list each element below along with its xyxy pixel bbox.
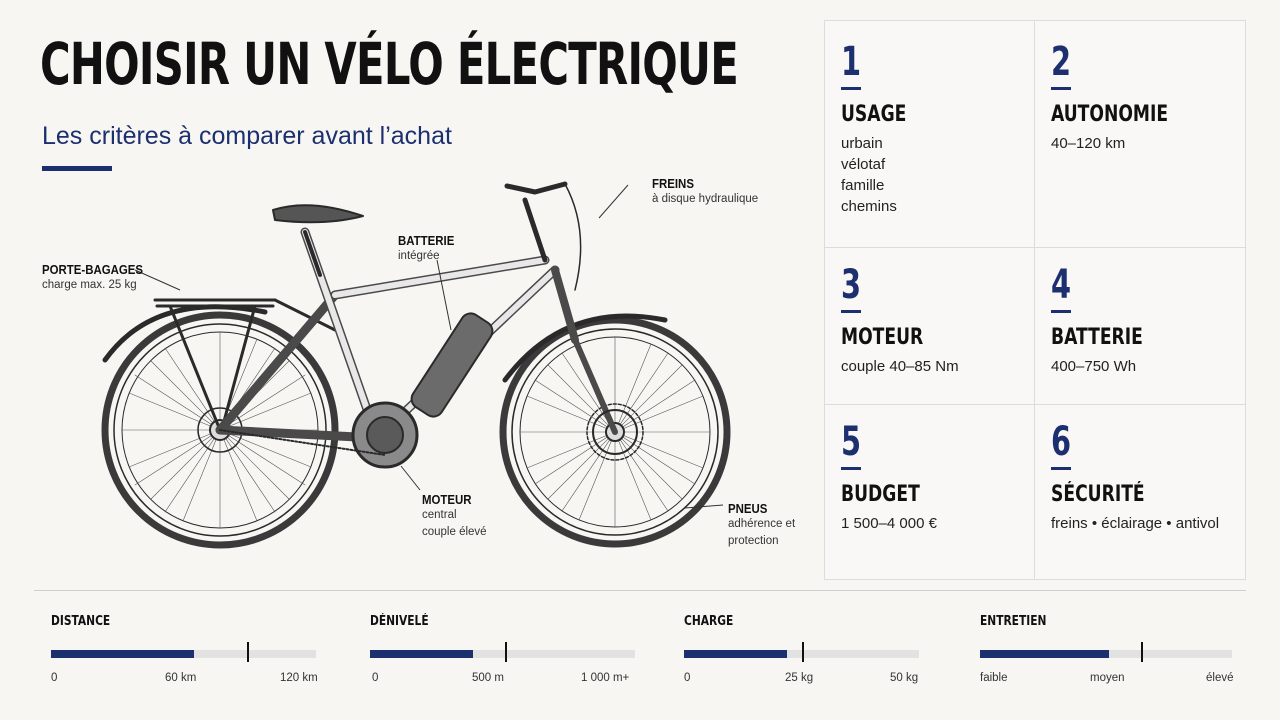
- criterion-values: urbain vélotaf famille chemins: [841, 133, 1034, 217]
- criterion-value: 400–750 Wh: [1051, 358, 1137, 375]
- scale-marker: [505, 642, 507, 662]
- scale-tick-label: 50 kg: [890, 672, 919, 684]
- criterion-number-underline: [1051, 310, 1071, 313]
- scale-denivele: DÉNIVELÉ 0 500 m 1 000 m+: [370, 614, 635, 684]
- scale-tick-label: 0: [372, 672, 379, 684]
- scale-marker: [247, 642, 249, 662]
- scale-tick-label: faible: [980, 672, 1008, 684]
- scale-distance: DISTANCE 0 60 km 120 km: [51, 614, 318, 684]
- scale-track: [370, 650, 635, 658]
- callout-title: PNEUS: [728, 501, 768, 516]
- criterion-card-budget: 5 BUDGET 1 500–4 000 €: [825, 405, 1035, 579]
- callout-title: BATTERIE: [398, 233, 455, 248]
- criterion-value: vélotaf: [841, 156, 886, 173]
- scale-fill: [980, 650, 1109, 658]
- criterion-number: 3: [841, 262, 862, 308]
- criterion-value: 1 500–4 000 €: [841, 515, 937, 532]
- criterion-title: AUTONOMIE: [1051, 102, 1169, 127]
- criterion-values: 400–750 Wh: [1051, 356, 1245, 377]
- criterion-card-autonomie: 2 AUTONOMIE 40–120 km: [1035, 21, 1245, 248]
- scale-label: ENTRETIEN: [980, 614, 1047, 629]
- criterion-number-underline: [841, 87, 861, 90]
- criterion-title: MOTEUR: [841, 325, 924, 350]
- scale-label: DISTANCE: [51, 614, 111, 629]
- criterion-values: 40–120 km: [1051, 133, 1245, 154]
- criterion-values: freins • éclairage • antivol: [1051, 513, 1245, 534]
- criterion-number: 2: [1051, 39, 1072, 85]
- criterion-number-underline: [1051, 87, 1071, 90]
- criterion-value: chemins: [841, 198, 897, 215]
- criterion-values: 1 500–4 000 €: [841, 513, 1034, 534]
- scale-charge: CHARGE 0 25 kg 50 kg: [684, 614, 919, 684]
- callout-pneus: PNEUS adhérence et protection: [728, 501, 795, 550]
- scale-label: CHARGE: [684, 614, 734, 629]
- criterion-number-underline: [841, 467, 861, 470]
- section-divider: [34, 590, 1246, 591]
- callout-title: MOTEUR: [422, 492, 472, 507]
- criterion-value: famille: [841, 177, 885, 194]
- criterion-value: couple 40–85 Nm: [841, 358, 959, 375]
- criterion-number: 1: [841, 39, 862, 85]
- callout-title: FREINS: [652, 176, 694, 191]
- criterion-number: 5: [841, 419, 862, 465]
- scale-marker: [802, 642, 804, 662]
- scale-tick-label: 25 kg: [785, 672, 814, 684]
- criterion-title: SÉCURITÉ: [1051, 482, 1145, 507]
- criterion-card-usage: 1 USAGE urbain vélotaf famille chemins: [825, 21, 1035, 248]
- criterion-card-batterie: 4 BATTERIE 400–750 Wh: [1035, 248, 1245, 405]
- scale-tick-label: moyen: [1090, 672, 1125, 684]
- criterion-title: USAGE: [841, 102, 907, 127]
- criteria-grid: 1 USAGE urbain vélotaf famille chemins 2…: [824, 20, 1246, 580]
- criterion-number: 4: [1051, 262, 1072, 308]
- scale-tick-label: 0: [684, 672, 691, 684]
- scale-fill: [684, 650, 788, 658]
- callout-desc: protection: [728, 535, 779, 547]
- scale-tick-label: élevé: [1206, 672, 1234, 684]
- bike-illustration: [101, 181, 731, 549]
- callout-title: PORTE-BAGAGES: [42, 262, 144, 277]
- callout-desc: intégrée: [398, 250, 440, 262]
- scale-marker: [1141, 642, 1143, 662]
- scale-tick-label: 500 m: [472, 672, 504, 684]
- criterion-value: freins • éclairage • antivol: [1051, 515, 1220, 532]
- page-subtitle: Les critères à comparer avant l’achat: [42, 122, 452, 150]
- callout-moteur: MOTEUR central couple élevé: [422, 492, 487, 541]
- scale-track: [684, 650, 919, 658]
- criterion-title: BATTERIE: [1051, 325, 1143, 350]
- criterion-value: 40–120 km: [1051, 135, 1126, 152]
- callout-batterie: BATTERIE intégrée: [398, 233, 462, 265]
- criterion-values: couple 40–85 Nm: [841, 356, 1034, 377]
- rear-rack: [153, 298, 337, 432]
- callout-desc: à disque hydraulique: [652, 193, 759, 205]
- scale-tick-label: 1 000 m+: [581, 672, 630, 684]
- battery-pack: [410, 312, 494, 418]
- callout-desc: central: [422, 509, 457, 521]
- callout-freins: FREINS à disque hydraulique: [652, 176, 758, 208]
- scale-tick-label: 60 km: [165, 672, 197, 684]
- criterion-title: BUDGET: [841, 482, 920, 507]
- callout-desc: adhérence et: [728, 518, 796, 530]
- scale-fill: [51, 650, 195, 658]
- page-title: CHOISIR UN VÉLO ÉLECTRIQUE: [40, 30, 739, 98]
- criterion-number-underline: [841, 310, 861, 313]
- scale-tick-label: 0: [51, 672, 58, 684]
- callout-porte-bagages: PORTE-BAGAGES charge max. 25 kg: [42, 262, 157, 294]
- criterion-number: 6: [1051, 419, 1072, 465]
- callout-desc: charge max. 25 kg: [42, 279, 137, 291]
- scale-fill: [370, 650, 474, 658]
- scale-entretien: ENTRETIEN faible moyen élevé: [980, 614, 1234, 684]
- scale-label: DÉNIVELÉ: [370, 614, 429, 629]
- scale-track: [51, 650, 316, 658]
- criterion-value: urbain: [841, 135, 883, 152]
- title-underline: [42, 166, 112, 171]
- scale-track: [980, 650, 1232, 658]
- criterion-card-securite: 6 SÉCURITÉ freins • éclairage • antivol: [1035, 405, 1245, 579]
- scale-tick-label: 120 km: [280, 672, 318, 684]
- criterion-number-underline: [1051, 467, 1071, 470]
- callout-desc: couple élevé: [422, 526, 487, 538]
- criterion-card-moteur: 3 MOTEUR couple 40–85 Nm: [825, 248, 1035, 405]
